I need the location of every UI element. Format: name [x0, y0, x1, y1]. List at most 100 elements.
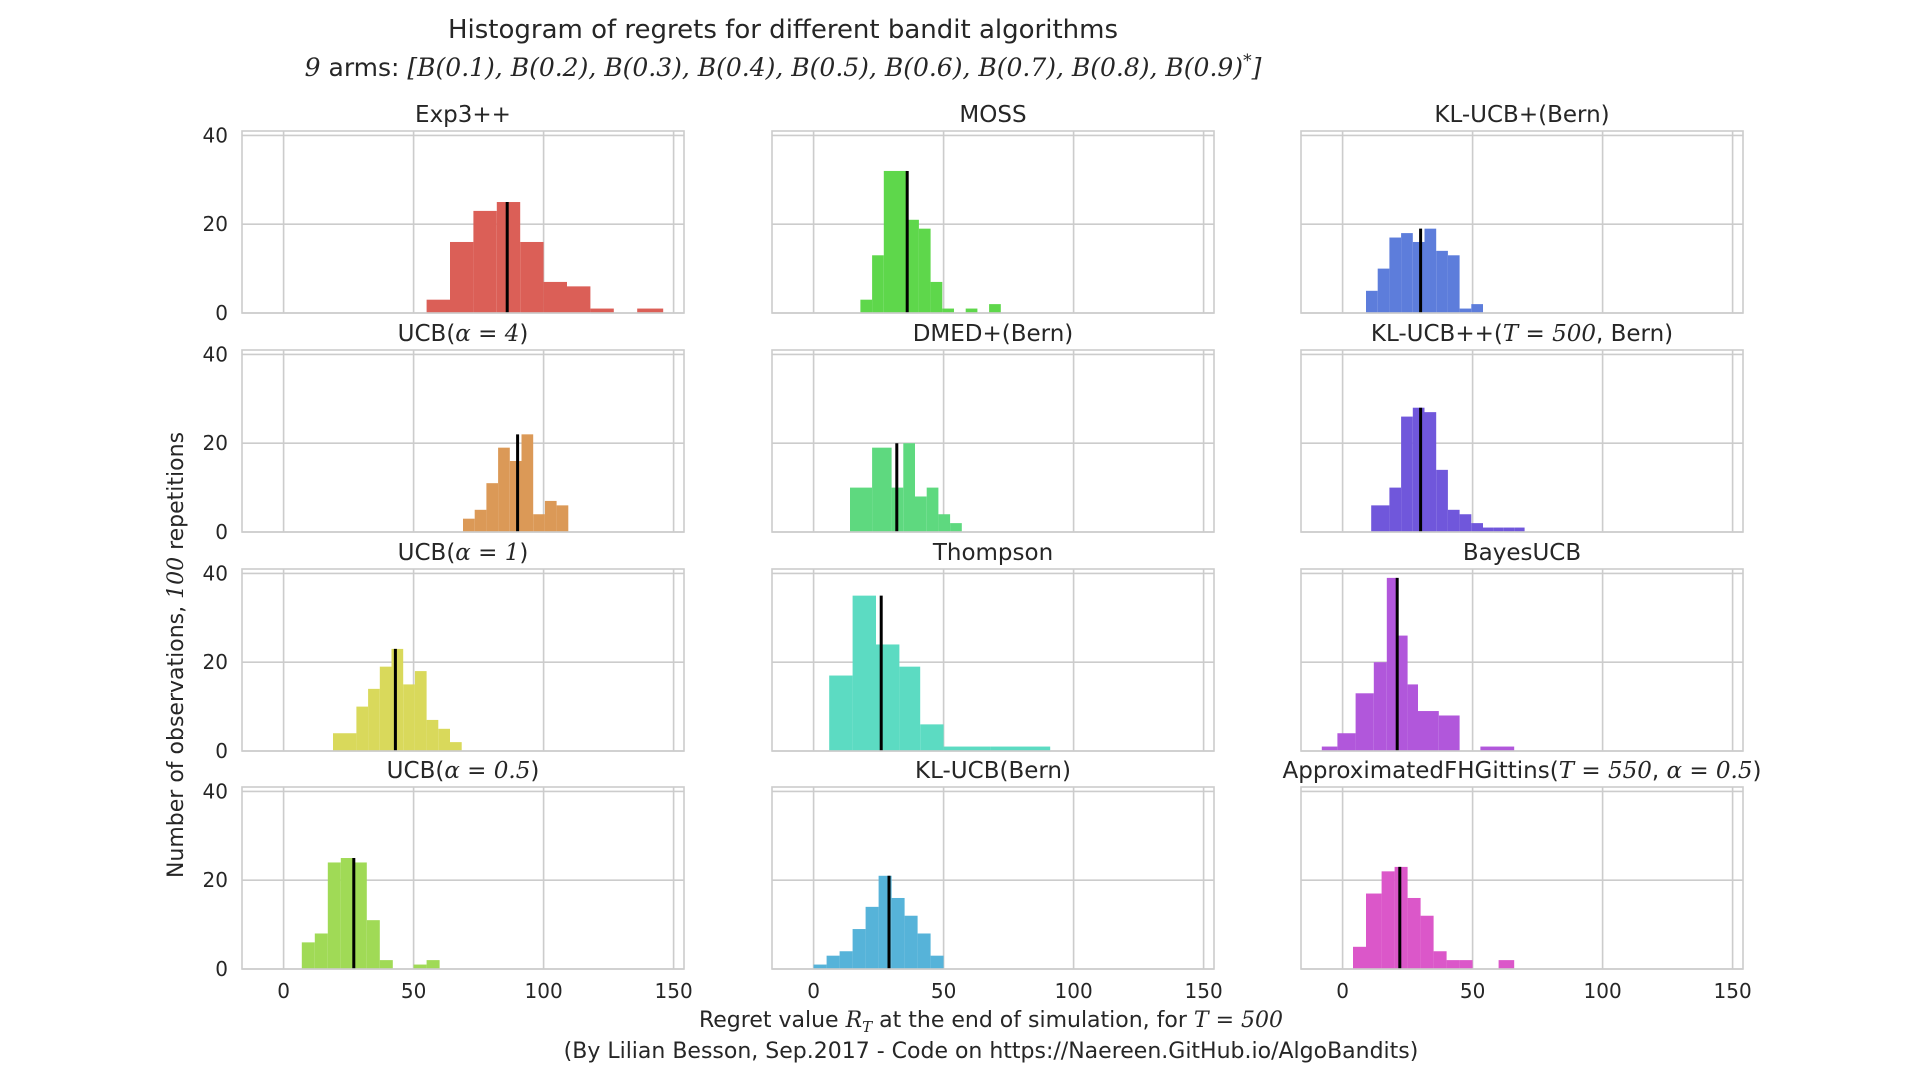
histogram-panel: KL-UCB(Bern) 0 50 100 150 — [771, 758, 1223, 1003]
x-tick-label: 100 — [525, 979, 563, 1003]
y-tick-label: 20 — [203, 212, 228, 236]
plot-area — [772, 787, 1214, 969]
x-axis-label: Regret value RT at the end of simulation… — [699, 1008, 1283, 1036]
histogram-bar — [1337, 733, 1356, 751]
histogram-bar — [1407, 684, 1418, 751]
plot-area — [1301, 131, 1743, 313]
histogram-bar — [1471, 523, 1483, 532]
panel-title: KL-UCB++(T = 500, Bern) — [1371, 321, 1673, 347]
y-tick-label: 0 — [215, 520, 228, 544]
histogram-bar — [450, 241, 474, 313]
y-tick-label: 40 — [203, 779, 228, 803]
y-tick-label: 40 — [203, 561, 228, 585]
x-tick-label: 0 — [1336, 979, 1349, 1003]
histogram-panel: Thompson — [771, 540, 1215, 752]
histogram-bar — [989, 304, 1001, 313]
histogram-bar — [930, 955, 944, 969]
y-tick-label: 0 — [215, 301, 228, 325]
histogram-bar — [1424, 412, 1437, 532]
histogram-bar — [473, 210, 497, 313]
histogram-bar — [533, 514, 545, 532]
histogram-bar — [1321, 746, 1338, 751]
histogram-bar — [1498, 960, 1515, 969]
footer-credit: (By Lilian Besson, Sep.2017 - Code on ht… — [564, 1039, 1419, 1064]
histogram-bar — [904, 915, 918, 969]
histogram-bar — [1447, 509, 1460, 532]
histogram-bar — [314, 933, 328, 969]
histogram-bar — [1386, 577, 1398, 751]
panel-title: Thompson — [932, 540, 1053, 566]
histogram-bar — [872, 447, 892, 532]
histogram-bar — [907, 219, 919, 313]
histogram-bar — [426, 299, 450, 313]
histogram-bar — [1401, 233, 1413, 313]
histogram-bar — [1377, 268, 1390, 313]
histogram-bar — [1503, 527, 1515, 532]
histogram-bar — [917, 933, 931, 969]
histogram-bar — [1436, 469, 1448, 532]
histogram-bar — [942, 308, 954, 313]
panel-title: MOSS — [959, 102, 1026, 128]
histogram-bar — [1471, 304, 1483, 313]
histogram-bar — [899, 666, 921, 751]
histogram-bar — [865, 906, 879, 969]
histogram-bar — [1424, 228, 1437, 313]
histogram-bar — [918, 228, 931, 313]
histogram-bar — [1366, 893, 1382, 969]
histogram-bar — [915, 496, 927, 532]
panel-title: UCB(α = 1) — [398, 540, 529, 566]
histogram-bar — [1407, 897, 1421, 969]
histogram-bar — [1389, 487, 1402, 532]
histogram-panel: UCB(α = 0.5) 0 20 40 0 50 100 150 — [203, 758, 693, 1003]
plot-area — [242, 569, 684, 751]
histogram-bar — [368, 688, 380, 751]
histogram-panels: Exp3++ 0 20 40 MOSS KL-UCB+(Bern) UCB(α = 4) 0 2… — [203, 102, 1762, 1003]
plot-area — [242, 787, 684, 969]
plot-frame — [1300, 349, 1744, 533]
histogram-bar — [990, 746, 1051, 751]
histogram-bar — [930, 281, 943, 313]
plot-area — [242, 350, 684, 532]
histogram-bar — [414, 671, 427, 751]
plot-frame — [771, 349, 1215, 533]
histogram-bar — [895, 170, 908, 313]
histogram-bar — [1446, 960, 1460, 969]
y-tick-label: 20 — [203, 650, 228, 674]
histogram-bar — [327, 862, 341, 969]
histogram-bar — [333, 733, 357, 751]
histogram-bar — [943, 746, 991, 751]
y-tick-label: 40 — [203, 342, 228, 366]
panel-title: BayesUCB — [1463, 540, 1581, 566]
x-tick-label: 50 — [1460, 979, 1485, 1003]
plot-frame — [771, 568, 1215, 752]
histogram-bar — [474, 509, 487, 532]
histogram-panel: KL-UCB+(Bern) — [1300, 102, 1744, 314]
plot-frame — [771, 130, 1215, 314]
histogram-bar — [872, 255, 884, 313]
plot-frame — [241, 130, 685, 314]
plot-frame — [771, 786, 1215, 970]
histogram-bar — [498, 447, 510, 532]
histogram-bar — [1514, 527, 1525, 532]
x-tick-label: 150 — [655, 979, 693, 1003]
histogram-bar — [356, 706, 369, 751]
histogram-bar — [1447, 255, 1460, 313]
histogram-bar — [813, 964, 827, 969]
histogram-bar — [1459, 514, 1472, 532]
histogram-bar — [637, 308, 664, 313]
histogram-bar — [903, 443, 915, 532]
histogram-bar — [1353, 946, 1366, 969]
histogram-bar — [1433, 951, 1447, 969]
histogram-panel: KL-UCB++(T = 500, Bern) — [1300, 321, 1744, 533]
histogram-panel: MOSS — [771, 102, 1215, 314]
histogram-bar — [1355, 693, 1374, 751]
histogram-bar — [509, 460, 522, 532]
histogram-panel: Exp3++ 0 20 40 — [203, 102, 685, 325]
panel-title: UCB(α = 0.5) — [387, 758, 540, 784]
y-tick-label: 20 — [203, 868, 228, 892]
histogram-bar — [1459, 308, 1472, 313]
histogram-bar — [1459, 960, 1473, 969]
histogram-bar — [1412, 241, 1425, 313]
histogram-bar — [556, 505, 569, 532]
histogram-bar — [366, 920, 380, 969]
